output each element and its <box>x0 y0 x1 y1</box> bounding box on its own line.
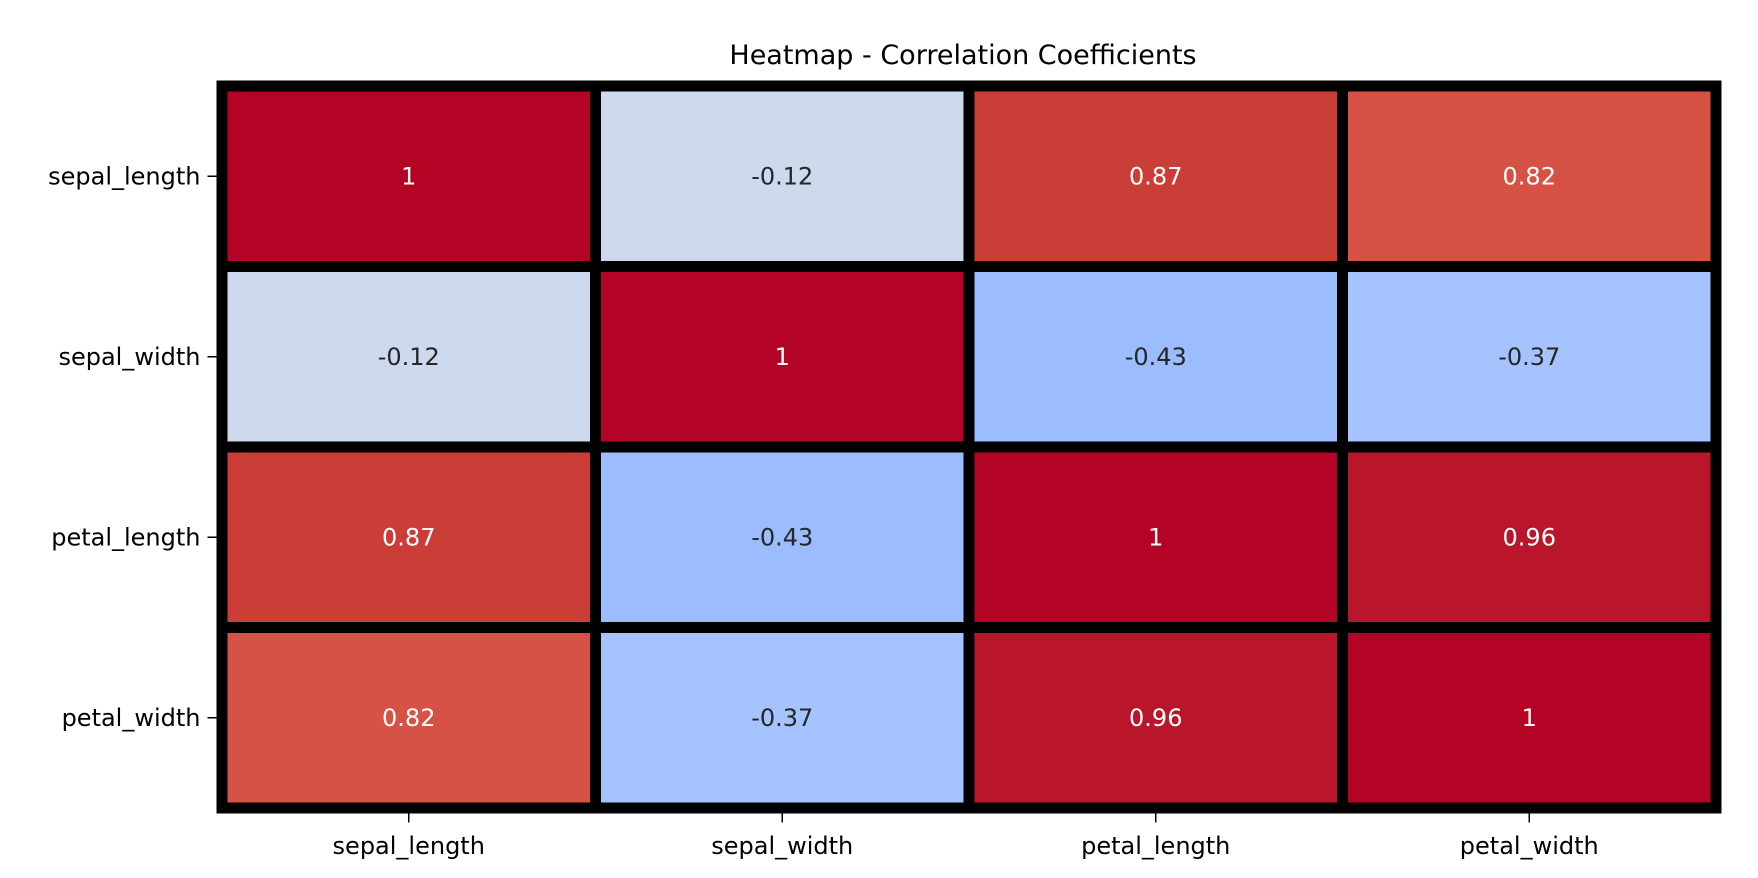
heatmap-cell <box>1348 272 1711 442</box>
heatmap-cell <box>227 633 590 803</box>
chart-title: Heatmap - Correlation Coefficients <box>729 40 1196 71</box>
x-axis: sepal_length sepal_width petal_length petal… <box>333 813 1599 860</box>
heatmap-cell <box>227 272 590 442</box>
cell-value-label: -0.12 <box>751 162 813 190</box>
cell-value-label: 1 <box>1522 704 1537 732</box>
heatmap-cell <box>227 452 590 622</box>
cell-value-label: 0.87 <box>382 523 435 551</box>
cell-value-label: 0.82 <box>382 704 435 732</box>
cell-value-label: -0.43 <box>751 523 813 551</box>
heatmap-cell <box>974 633 1337 803</box>
cell-value-label: 1 <box>775 343 790 371</box>
cell-value-label: 1 <box>1148 523 1163 551</box>
heatmap-cell <box>974 272 1337 442</box>
cell-value-label: -0.37 <box>751 704 813 732</box>
y-tick-label: sepal_length <box>48 162 200 190</box>
x-tick-label: sepal_width <box>711 832 853 860</box>
heatmap-cell <box>601 91 964 261</box>
cell-value-label: 0.96 <box>1129 704 1182 732</box>
heatmap-cells <box>216 80 1722 814</box>
heatmap-cell <box>227 91 590 261</box>
cell-value-label: -0.43 <box>1125 343 1187 371</box>
y-tick-label: petal_width <box>62 704 201 732</box>
y-tick-label: sepal_width <box>58 343 200 371</box>
cell-value-label: 1 <box>401 162 416 190</box>
x-tick-label: petal_length <box>1081 832 1230 860</box>
x-tick-label: petal_width <box>1460 832 1599 860</box>
cell-value-label: 0.87 <box>1129 162 1182 190</box>
heatmap-cell <box>974 91 1337 261</box>
cell-value-label: 0.82 <box>1503 162 1556 190</box>
heatmap-cell <box>601 272 964 442</box>
heatmap-cell <box>1348 633 1711 803</box>
heatmap-cell <box>974 452 1337 622</box>
y-tick-label: petal_length <box>51 523 200 551</box>
x-tick-label: sepal_length <box>333 832 485 860</box>
cell-value-label: -0.37 <box>1498 343 1560 371</box>
heatmap-cell <box>1348 452 1711 622</box>
cell-value-label: -0.12 <box>378 343 440 371</box>
heatmap-cell-labels: 1 -0.12 0.87 0.82 -0.12 1 -0.43 -0.37 0.87 -0.43 1… <box>378 162 1561 732</box>
cell-value-label: 0.96 <box>1503 523 1556 551</box>
y-axis: sepal_length sepal_width petal_lengthpetal… <box>48 162 217 732</box>
heatmap-cell <box>601 633 964 803</box>
heatmap-cell <box>601 452 964 622</box>
heatmap-cell <box>1348 91 1711 261</box>
